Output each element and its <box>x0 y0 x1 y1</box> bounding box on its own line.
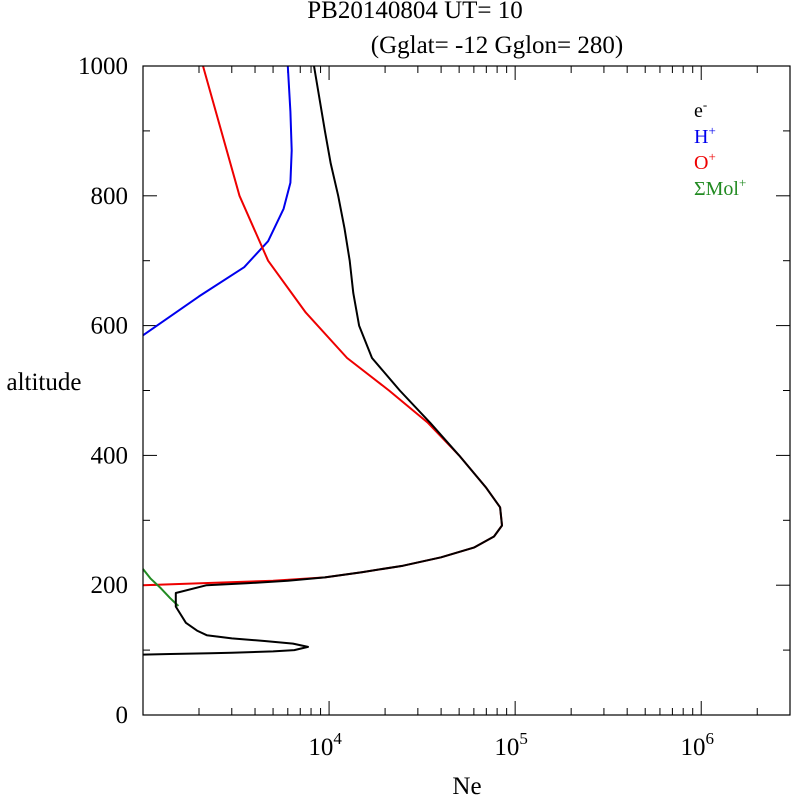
x-tick-base: 10 <box>494 734 519 761</box>
y-tick-label: 800 <box>91 183 129 210</box>
chart-title: PB20140804 UT= 10 <box>307 0 523 24</box>
y-tick-label: 1000 <box>78 53 128 80</box>
x-tick-base: 10 <box>680 734 705 761</box>
series-line-3 <box>142 568 180 607</box>
x-tick-label: 106 <box>680 729 714 761</box>
series-line-2 <box>142 65 503 587</box>
series-line-0 <box>142 65 503 656</box>
x-tick-base: 10 <box>308 734 333 761</box>
x-tick-exponent: 4 <box>333 729 342 748</box>
legend-entry: ΣMol+ <box>694 175 746 200</box>
y-tick-label: 0 <box>116 702 129 729</box>
legend-entry: O+ <box>694 149 716 174</box>
y-tick-label: 400 <box>91 442 129 469</box>
chart-subtitle: (Gglat= -12 Gglon= 280) <box>371 32 623 59</box>
x-tick-exponent: 6 <box>705 729 714 748</box>
legend-label: H <box>694 126 708 148</box>
legend-label: O <box>694 152 708 174</box>
x-tick-label: 105 <box>494 729 528 761</box>
legend-superscript: + <box>708 149 715 164</box>
x-tick-label: 104 <box>308 729 342 761</box>
legend-label: ΣMol <box>694 178 739 200</box>
y-axis-label: altitude <box>7 369 82 396</box>
legend-entry: e- <box>694 97 707 122</box>
legend-superscript: - <box>703 97 707 112</box>
x-tick-exponent: 5 <box>519 729 528 748</box>
legend-label: e <box>694 100 703 122</box>
legend-entry: H+ <box>694 123 716 148</box>
series-line-1 <box>142 65 293 337</box>
series-lines <box>142 65 503 656</box>
y-tick-label: 200 <box>91 572 129 599</box>
x-axis-label: Ne <box>452 773 481 795</box>
y-tick-label: 600 <box>91 313 129 340</box>
legend: e-H+O+ΣMol+ <box>694 97 746 200</box>
legend-superscript: + <box>739 175 746 190</box>
legend-superscript: + <box>708 123 715 138</box>
plot-frame <box>142 65 791 716</box>
